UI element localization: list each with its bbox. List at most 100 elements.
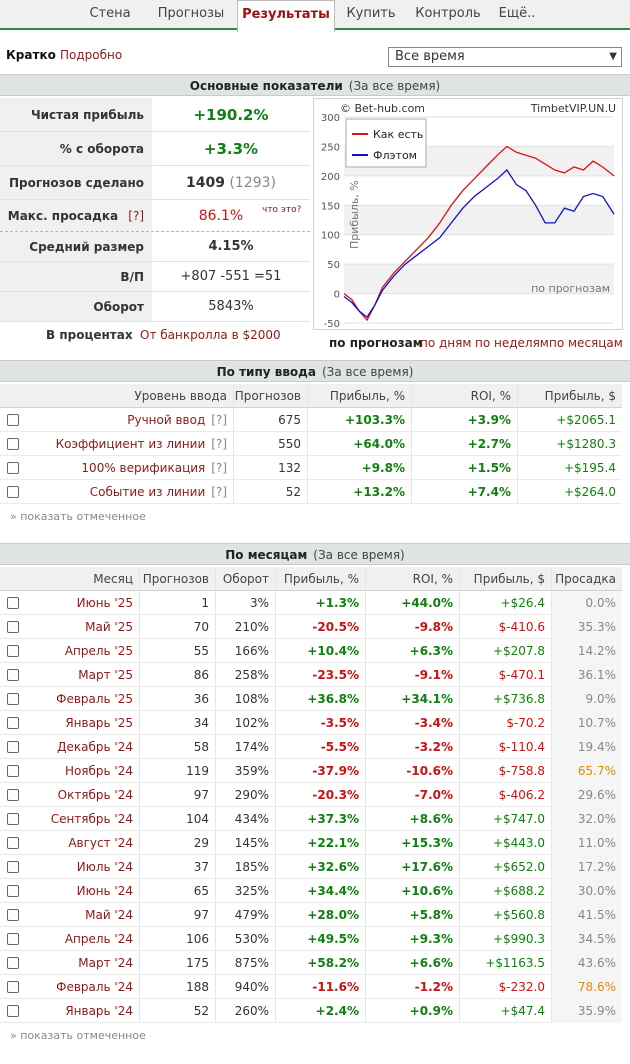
bymonth-profit: +49.5% [276, 927, 366, 951]
row-checkbox[interactable] [7, 933, 19, 945]
bytype-tips: 550 [234, 432, 308, 456]
bymonth-row: Август '24 29 145% +22.1% +15.3% +$443.0 11.0% [0, 831, 622, 855]
bymonth-row: Апрель '24 106 530% +49.5% +9.3% +$990.3 34.5% [0, 927, 622, 951]
row-checkbox[interactable] [7, 813, 19, 825]
bymonth-month[interactable]: Август '24 [28, 831, 140, 855]
nav-tips[interactable]: Прогнозы [157, 6, 225, 21]
bymonth-month[interactable]: Апрель '25 [28, 639, 140, 663]
bymonth-roi: -9.1% [366, 663, 460, 687]
bymonth-month[interactable]: Июнь '25 [28, 591, 140, 615]
bymonth-month[interactable]: Март '25 [28, 663, 140, 687]
bymonth-row: Апрель '25 55 166% +10.4% +6.3% +$207.8 14.2% [0, 639, 622, 663]
row-checkbox[interactable] [7, 414, 19, 426]
period-select[interactable]: Все время ▼ [388, 47, 622, 67]
bymonth-profit: +10.4% [276, 639, 366, 663]
bytype-help[interactable]: [?] [211, 485, 227, 499]
bymonth-drawdown: 30.0% [552, 879, 622, 903]
avg-size-label: Средний размер [0, 232, 152, 261]
bymonth-row: Ноябрь '24 119 359% -37.9% -10.6% $-758.8 65.7… [0, 759, 622, 783]
bytype-help[interactable]: [?] [211, 437, 227, 451]
row-checkbox[interactable] [7, 693, 19, 705]
bytype-sub: (За все время) [321, 365, 414, 379]
row-checkbox[interactable] [7, 789, 19, 801]
row-checkbox[interactable] [7, 765, 19, 777]
bytype-show-selected[interactable]: » показать отмеченное [10, 510, 146, 523]
avg-size-value: 4.15% [208, 239, 254, 254]
row-checkbox[interactable] [7, 462, 19, 474]
row-checkbox[interactable] [7, 837, 19, 849]
chart-by-tips[interactable]: по прогнозам [329, 336, 423, 350]
bymonth-turnover: 875% [216, 951, 276, 975]
row-checkbox[interactable] [7, 885, 19, 897]
row-checkbox[interactable] [7, 717, 19, 729]
bytype-roi: +2.7% [412, 432, 518, 456]
chart-ytick-label: 300 [321, 113, 340, 124]
row-checkbox[interactable] [7, 486, 19, 498]
bytype-tips: 675 [234, 408, 308, 432]
row-checkbox[interactable] [7, 669, 19, 681]
bymonth-month[interactable]: Июль '24 [28, 855, 140, 879]
bymonth-month[interactable]: Май '25 [28, 615, 140, 639]
bymonth-month[interactable]: Апрель '24 [28, 927, 140, 951]
chart-by-days[interactable]: по дням [420, 336, 472, 350]
bymonth-roi: -1.2% [366, 975, 460, 999]
from-bankroll-link[interactable]: От банкролла в $2000 [140, 328, 281, 342]
bymonth-month[interactable]: Октябрь '24 [28, 783, 140, 807]
chart-xlabel: по прогнозам [531, 282, 610, 295]
chart-by-weeks[interactable]: по неделям [475, 336, 549, 350]
bymonth-month[interactable]: Сентябрь '24 [28, 807, 140, 831]
top-nav: Стена Прогнозы Результаты Купить Контрол… [0, 0, 630, 32]
nav-results[interactable]: Результаты [237, 0, 335, 32]
bytype-help[interactable]: [?] [211, 461, 227, 475]
row-checkbox[interactable] [7, 1005, 19, 1017]
bymonth-tips: 70 [140, 615, 216, 639]
nav-wall[interactable]: Стена [89, 6, 131, 21]
row-checkbox[interactable] [7, 438, 19, 450]
bymonth-profit: +34.4% [276, 879, 366, 903]
row-checkbox[interactable] [7, 861, 19, 873]
row-checkbox[interactable] [7, 957, 19, 969]
bymonth-month[interactable]: Декабрь '24 [28, 735, 140, 759]
bymonth-drawdown: 41.5% [552, 903, 622, 927]
bymonth-month[interactable]: Январь '25 [28, 711, 140, 735]
drawdown-hint-link[interactable]: что это? [262, 205, 302, 215]
tab-brief[interactable]: Кратко [6, 48, 56, 62]
bymonth-tips: 86 [140, 663, 216, 687]
bytype-help[interactable]: [?] [211, 413, 227, 427]
bymonth-month[interactable]: Февраль '24 [28, 975, 140, 999]
row-checkbox[interactable] [7, 597, 19, 609]
row-checkbox[interactable] [7, 909, 19, 921]
bymonth-usd: +$26.4 [460, 591, 552, 615]
chevron-down-icon: ▼ [609, 51, 617, 62]
bymonth-profit: -5.5% [276, 735, 366, 759]
row-checkbox[interactable] [7, 621, 19, 633]
bymonth-drawdown: 29.6% [552, 783, 622, 807]
row-checkbox[interactable] [7, 981, 19, 993]
bymonth-month[interactable]: Январь '24 [28, 999, 140, 1023]
bymonth-month[interactable]: Ноябрь '24 [28, 759, 140, 783]
metric-drawdown: Макс. просадка [?] 86.1% что это? [0, 200, 310, 232]
chart-by-months[interactable]: по месяцам [549, 336, 623, 350]
bymonth-tips: 175 [140, 951, 216, 975]
in-percent-link[interactable]: В процентах [46, 328, 133, 342]
bymonth-usd: $-758.8 [460, 759, 552, 783]
bymonth-show-selected[interactable]: » показать отмеченное [10, 1029, 146, 1042]
drawdown-help[interactable]: [?] [128, 209, 144, 223]
tab-detailed[interactable]: Подробно [60, 48, 123, 62]
bytype-usd: +$1280.3 [556, 437, 616, 451]
bymonth-turnover: 210% [216, 615, 276, 639]
bymonth-roi: +0.9% [366, 999, 460, 1023]
bymonth-month[interactable]: Февраль '25 [28, 687, 140, 711]
bymonth-month[interactable]: Март '24 [28, 951, 140, 975]
nav-more[interactable]: Ещё.. [498, 6, 536, 21]
nav-control[interactable]: Контроль [415, 6, 481, 21]
bymonth-month[interactable]: Май '24 [28, 903, 140, 927]
bymonth-profit: +58.2% [276, 951, 366, 975]
nav-buy[interactable]: Купить [346, 6, 396, 21]
tips-value: 1409 [186, 175, 225, 191]
bytype-level-cell: Коэффициент из линии [?] [28, 432, 234, 456]
bymonth-turnover: 325% [216, 879, 276, 903]
row-checkbox[interactable] [7, 645, 19, 657]
bymonth-month[interactable]: Июнь '24 [28, 879, 140, 903]
row-checkbox[interactable] [7, 741, 19, 753]
